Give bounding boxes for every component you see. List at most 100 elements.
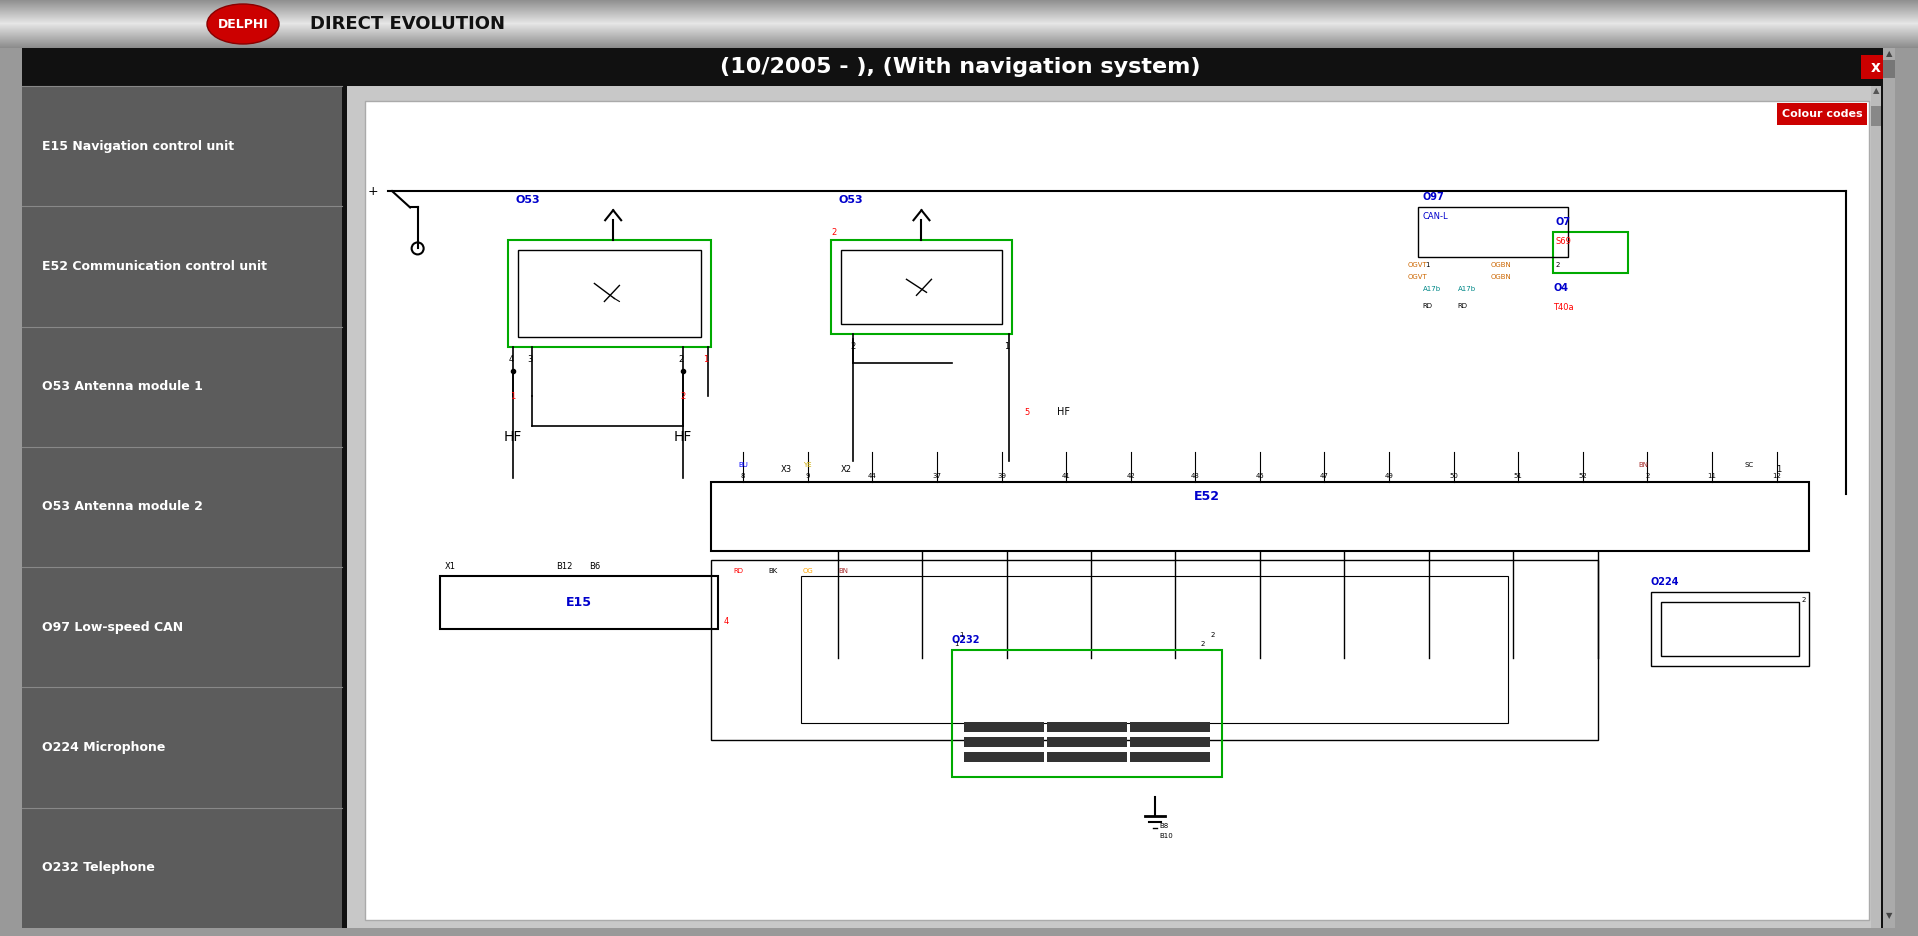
Bar [0, 40, 1918, 41]
Text: CAN-L: CAN-L [1423, 212, 1448, 222]
Text: O53: O53 [516, 196, 541, 205]
Bar [364, 101, 1868, 920]
Bar [0, 45, 1918, 46]
Bar [0, 39, 1918, 40]
Text: O7: O7 [1555, 217, 1571, 227]
Bar [0, 30, 1918, 31]
Bar [842, 250, 1001, 325]
Text: O97 Low-speed CAN: O97 Low-speed CAN [42, 621, 182, 634]
Bar [1883, 60, 1895, 78]
Bar [0, 37, 1918, 38]
Text: 9: 9 [806, 473, 809, 479]
Text: RD: RD [1423, 302, 1433, 309]
Text: Colour codes: Colour codes [1782, 109, 1862, 119]
Text: 2: 2 [850, 343, 855, 351]
Bar [712, 560, 1598, 739]
Bar [1776, 103, 1866, 125]
Text: HF: HF [504, 430, 522, 444]
Text: 41: 41 [1063, 473, 1070, 479]
Text: ▲: ▲ [1872, 86, 1880, 95]
Text: X2: X2 [840, 465, 852, 474]
Text: BN: BN [1638, 461, 1648, 468]
Bar [21, 48, 1895, 86]
Text: 2: 2 [1801, 597, 1807, 604]
Text: RD: RD [1458, 302, 1467, 309]
Bar [0, 25, 1918, 26]
Bar [0, 19, 1918, 20]
Text: 1: 1 [704, 355, 708, 364]
Bar [0, 11, 1918, 12]
Text: RD: RD [733, 568, 744, 574]
Bar [1047, 722, 1128, 732]
Bar [1651, 592, 1809, 666]
Bar [0, 27, 1918, 28]
Bar [441, 576, 719, 629]
Text: E52: E52 [1195, 490, 1220, 503]
Bar [0, 43, 1918, 44]
Text: 3: 3 [527, 355, 533, 364]
Bar [0, 9, 1918, 10]
Bar [0, 47, 1918, 48]
Bar [0, 1, 1918, 2]
Bar [0, 42, 1918, 43]
Bar [830, 241, 1011, 334]
Bar [0, 6, 1918, 7]
Text: 1: 1 [1005, 343, 1009, 351]
Text: 11: 11 [1707, 473, 1717, 479]
Text: 52: 52 [1579, 473, 1588, 479]
Bar [518, 250, 700, 337]
Bar [1130, 737, 1210, 747]
Text: O224 Microphone: O224 Microphone [42, 741, 165, 754]
Bar [0, 32, 1918, 33]
Text: OGBN: OGBN [1490, 262, 1511, 268]
Bar [0, 35, 1918, 36]
Text: BU: BU [738, 461, 748, 468]
Text: YE: YE [804, 461, 811, 468]
Bar [1417, 208, 1569, 256]
Text: 2: 2 [1201, 641, 1205, 647]
Bar [0, 10, 1918, 11]
Bar [1047, 752, 1128, 762]
Text: O232 Telephone: O232 Telephone [42, 861, 155, 874]
Bar [1130, 722, 1210, 732]
Text: 39: 39 [997, 473, 1007, 479]
Bar [1661, 603, 1799, 656]
Text: BK: BK [769, 568, 779, 574]
Text: HF: HF [1057, 407, 1070, 417]
Bar [0, 28, 1918, 29]
Text: BN: BN [838, 568, 848, 574]
Bar [0, 24, 1918, 25]
Text: 1: 1 [955, 641, 959, 647]
Bar [347, 86, 1882, 928]
Bar [802, 576, 1508, 724]
Text: 1: 1 [1425, 261, 1431, 268]
Text: B12: B12 [556, 562, 572, 571]
Text: OGBN: OGBN [1490, 274, 1511, 280]
Text: ▼: ▼ [1885, 912, 1893, 920]
Text: 1: 1 [1776, 465, 1782, 474]
Text: O4: O4 [1554, 283, 1569, 293]
Text: (10/2005 - ), (With navigation system): (10/2005 - ), (With navigation system) [719, 57, 1201, 77]
Bar [0, 0, 1918, 1]
Bar [0, 13, 1918, 14]
Text: 8: 8 [740, 473, 746, 479]
Text: O97: O97 [1423, 193, 1444, 202]
Text: 43: 43 [1191, 473, 1201, 479]
Text: SC: SC [1743, 461, 1753, 468]
Text: ▲: ▲ [1885, 50, 1893, 58]
Bar [0, 15, 1918, 16]
Bar [0, 3, 1918, 4]
Bar [0, 21, 1918, 22]
Text: 2: 2 [679, 355, 683, 364]
Bar [1883, 48, 1895, 928]
Text: x: x [1872, 60, 1882, 75]
Bar [1860, 55, 1891, 79]
Text: 1: 1 [510, 392, 516, 401]
Bar [0, 46, 1918, 47]
Text: A17b: A17b [1423, 286, 1440, 292]
Text: 1: 1 [959, 632, 965, 637]
Text: 51: 51 [1513, 473, 1523, 479]
Bar [0, 31, 1918, 32]
Text: X3: X3 [781, 465, 792, 474]
Bar [0, 23, 1918, 24]
